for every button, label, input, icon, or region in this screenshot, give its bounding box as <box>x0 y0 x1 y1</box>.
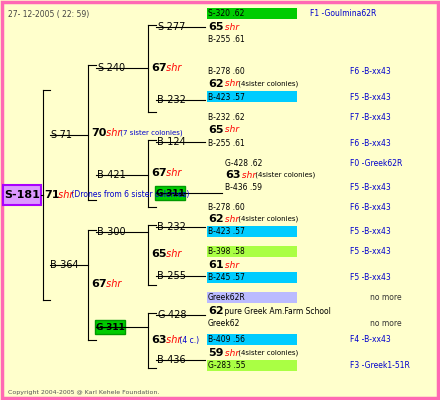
Text: F6 -B-xx43: F6 -B-xx43 <box>350 138 391 148</box>
Text: F5 -B-xx43: F5 -B-xx43 <box>350 92 391 102</box>
Text: G-311: G-311 <box>95 322 125 332</box>
Text: F5 -B-xx43: F5 -B-xx43 <box>350 248 391 256</box>
Text: 59: 59 <box>208 348 224 358</box>
Text: S-277: S-277 <box>157 22 185 32</box>
Text: (4sister colonies): (4sister colonies) <box>236 216 298 222</box>
Text: B-436: B-436 <box>157 355 186 365</box>
Text: B-232: B-232 <box>157 222 186 232</box>
Text: S-240: S-240 <box>97 63 125 73</box>
Text: B-278 .60: B-278 .60 <box>208 202 245 212</box>
Bar <box>207 360 297 371</box>
Bar <box>207 246 297 257</box>
Text: 27- 12-2005 ( 22: 59): 27- 12-2005 ( 22: 59) <box>8 10 89 19</box>
Text: G-428: G-428 <box>157 310 187 320</box>
Text: 67: 67 <box>151 168 167 178</box>
Text: Greek62: Greek62 <box>208 320 240 328</box>
Text: 65: 65 <box>208 125 224 135</box>
Text: (7 sister colonies): (7 sister colonies) <box>118 130 183 136</box>
Text: shr: shr <box>163 63 181 73</box>
Text: shr: shr <box>103 279 121 289</box>
Text: B-398 .58: B-398 .58 <box>208 248 245 256</box>
Text: B-364: B-364 <box>50 260 79 270</box>
Text: F4 -B-xx43: F4 -B-xx43 <box>350 336 391 344</box>
Text: B-300: B-300 <box>97 227 126 237</box>
Text: G-428 .62: G-428 .62 <box>225 158 262 168</box>
Text: 70: 70 <box>91 128 106 138</box>
Text: 67: 67 <box>91 279 106 289</box>
Text: F1 -Goulmina62R: F1 -Goulmina62R <box>310 10 376 18</box>
Text: 62: 62 <box>208 79 224 89</box>
Text: B-423 .57: B-423 .57 <box>208 228 245 236</box>
Text: G-311: G-311 <box>155 188 185 198</box>
Text: B-436 .59: B-436 .59 <box>225 184 262 192</box>
Text: B-255: B-255 <box>157 271 186 281</box>
Text: Copyright 2004-2005 @ Karl Kehele Foundation.: Copyright 2004-2005 @ Karl Kehele Founda… <box>8 390 159 395</box>
Text: F5 -B-xx43: F5 -B-xx43 <box>350 228 391 236</box>
Text: F6 -B-xx43: F6 -B-xx43 <box>350 68 391 76</box>
Text: B-232: B-232 <box>157 95 186 105</box>
Text: 63: 63 <box>225 170 241 180</box>
Text: shr: shr <box>163 335 181 345</box>
Text: S-71: S-71 <box>50 130 72 140</box>
Text: no more: no more <box>370 320 402 328</box>
Text: 65: 65 <box>151 249 166 259</box>
Text: F0 -Greek62R: F0 -Greek62R <box>350 158 402 168</box>
Text: (4 c.): (4 c.) <box>177 336 199 344</box>
Text: shr: shr <box>222 126 239 134</box>
Text: S-320 .62: S-320 .62 <box>208 10 244 18</box>
Text: B-278 .60: B-278 .60 <box>208 68 245 76</box>
Bar <box>207 226 297 237</box>
Text: F5 -B-xx43: F5 -B-xx43 <box>350 184 391 192</box>
Text: B-255 .61: B-255 .61 <box>208 138 245 148</box>
Text: 62: 62 <box>208 306 224 316</box>
Text: shr: shr <box>222 22 239 32</box>
Text: 65: 65 <box>208 22 224 32</box>
Bar <box>207 292 297 303</box>
Text: G-283 .55: G-283 .55 <box>208 362 246 370</box>
Text: B-409 .56: B-409 .56 <box>208 336 245 344</box>
Text: F5 -B-xx43: F5 -B-xx43 <box>350 274 391 282</box>
Text: B-124: B-124 <box>157 137 186 147</box>
Text: 61: 61 <box>208 260 224 270</box>
Text: shr: shr <box>103 128 121 138</box>
Text: Greek62R: Greek62R <box>208 294 246 302</box>
Text: shr: shr <box>163 249 181 259</box>
Bar <box>207 272 297 283</box>
Text: (4sister colonies): (4sister colonies) <box>236 350 298 356</box>
Text: pure Greek Am.Farm School: pure Greek Am.Farm School <box>222 306 331 316</box>
Text: B-232 .62: B-232 .62 <box>208 114 245 122</box>
Text: 63: 63 <box>151 335 166 345</box>
Text: shr: shr <box>239 170 256 180</box>
Text: F6 -B-xx43: F6 -B-xx43 <box>350 202 391 212</box>
Bar <box>207 91 297 102</box>
Text: no more: no more <box>370 294 402 302</box>
Text: 67: 67 <box>151 63 167 73</box>
Text: (4sister colonies): (4sister colonies) <box>236 81 298 87</box>
Text: (4sister colonies): (4sister colonies) <box>253 172 315 178</box>
Text: shr: shr <box>222 348 239 358</box>
Text: F3 -Greek1-51R: F3 -Greek1-51R <box>350 362 410 370</box>
Bar <box>155 186 185 200</box>
Text: F7 -B-xx43: F7 -B-xx43 <box>350 114 391 122</box>
Text: B-255 .61: B-255 .61 <box>208 36 245 44</box>
Text: 71: 71 <box>44 190 59 200</box>
Text: shr: shr <box>55 190 73 200</box>
Text: S-181: S-181 <box>4 190 40 200</box>
Text: B-245 .57: B-245 .57 <box>208 274 245 282</box>
Bar <box>207 334 297 345</box>
Text: shr: shr <box>222 214 239 224</box>
Bar <box>95 320 125 334</box>
Bar <box>3 185 41 205</box>
Text: shr: shr <box>163 168 181 178</box>
Bar <box>207 8 297 19</box>
Text: shr: shr <box>222 260 239 270</box>
Text: 62: 62 <box>208 214 224 224</box>
Text: B-423 .57: B-423 .57 <box>208 92 245 102</box>
Text: shr: shr <box>222 80 239 88</box>
Text: B-421: B-421 <box>97 170 126 180</box>
Text: (Drones from 6 sister colonies): (Drones from 6 sister colonies) <box>69 190 189 200</box>
